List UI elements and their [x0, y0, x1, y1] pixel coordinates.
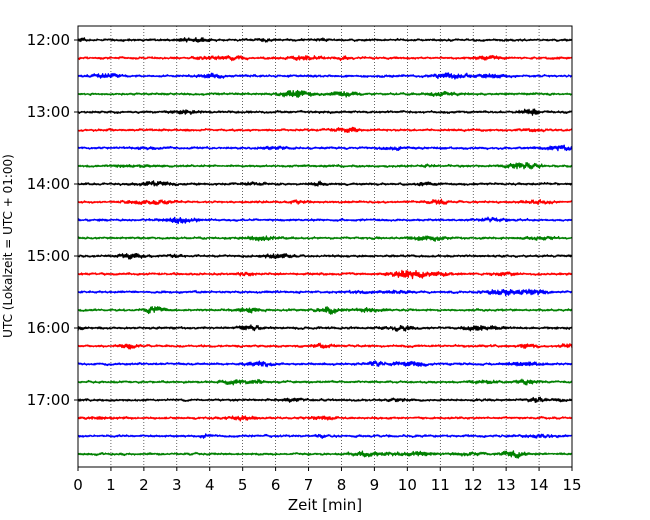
x-tick-label: 11 — [431, 476, 450, 494]
trace-14-45 — [77, 235, 573, 242]
trace-16-45 — [77, 378, 573, 386]
trace-16-30 — [77, 360, 573, 368]
x-tick-label: 6 — [271, 476, 281, 494]
x-tick-label: 4 — [205, 476, 215, 494]
x-tick-label: 3 — [172, 476, 182, 494]
x-tick-label: 10 — [398, 476, 417, 494]
trace-15-00 — [77, 252, 573, 260]
trace-13-30 — [77, 144, 573, 152]
trace-13-15 — [77, 126, 573, 133]
trace-15-15 — [77, 269, 573, 280]
x-axis: 0 1 2 3 4 5 6 7 8 9 10 11 12 13 14 15 — [73, 467, 582, 494]
trace-17-00 — [77, 396, 573, 404]
y-tick-label: 15:00 — [27, 247, 70, 265]
trace-17-30 — [77, 433, 573, 439]
x-tick-label: 0 — [73, 476, 83, 494]
trace-14-30 — [77, 216, 573, 225]
trace-17-15 — [77, 415, 573, 422]
y-tick-label: 12:00 — [27, 31, 70, 49]
x-tick-label: 15 — [562, 476, 581, 494]
y-axis-label: UTC (Lokalzeit = UTC + 01:00) — [1, 154, 15, 338]
y-tick-label: 14:00 — [27, 175, 70, 193]
x-tick-label: 2 — [139, 476, 149, 494]
x-tick-label: 13 — [497, 476, 516, 494]
x-tick-label: 7 — [304, 476, 314, 494]
y-tick-label: 13:00 — [27, 103, 70, 121]
trace-12-00 — [77, 37, 573, 43]
trace-17-45 — [77, 450, 573, 459]
x-tick-label: 5 — [238, 476, 248, 494]
plot-frame — [77, 25, 573, 468]
x-tick-label: 12 — [464, 476, 483, 494]
trace-group — [77, 37, 573, 459]
trace-13-00 — [77, 108, 573, 116]
trace-15-45 — [77, 305, 573, 315]
x-tick-label: 8 — [337, 476, 347, 494]
trace-13-45 — [77, 162, 573, 170]
trace-12-45 — [77, 89, 573, 98]
trace-16-00 — [77, 324, 573, 332]
trace-12-30 — [77, 72, 573, 80]
trace-16-15 — [77, 342, 573, 350]
y-tick-label: 16:00 — [27, 319, 70, 337]
x-tick-label: 14 — [530, 476, 549, 494]
trace-14-15 — [77, 198, 573, 206]
x-tick-label: 1 — [106, 476, 116, 494]
y-axis: 12:00 13:00 14:00 15:00 16:00 17:00 — [27, 31, 78, 409]
x-tick-label: 9 — [370, 476, 380, 494]
trace-14-00 — [77, 180, 573, 187]
x-axis-label: Zeit [min] — [288, 496, 362, 514]
y-tick-label: 17:00 — [27, 391, 70, 409]
trace-15-30 — [77, 288, 573, 297]
trace-12-15 — [77, 54, 573, 62]
